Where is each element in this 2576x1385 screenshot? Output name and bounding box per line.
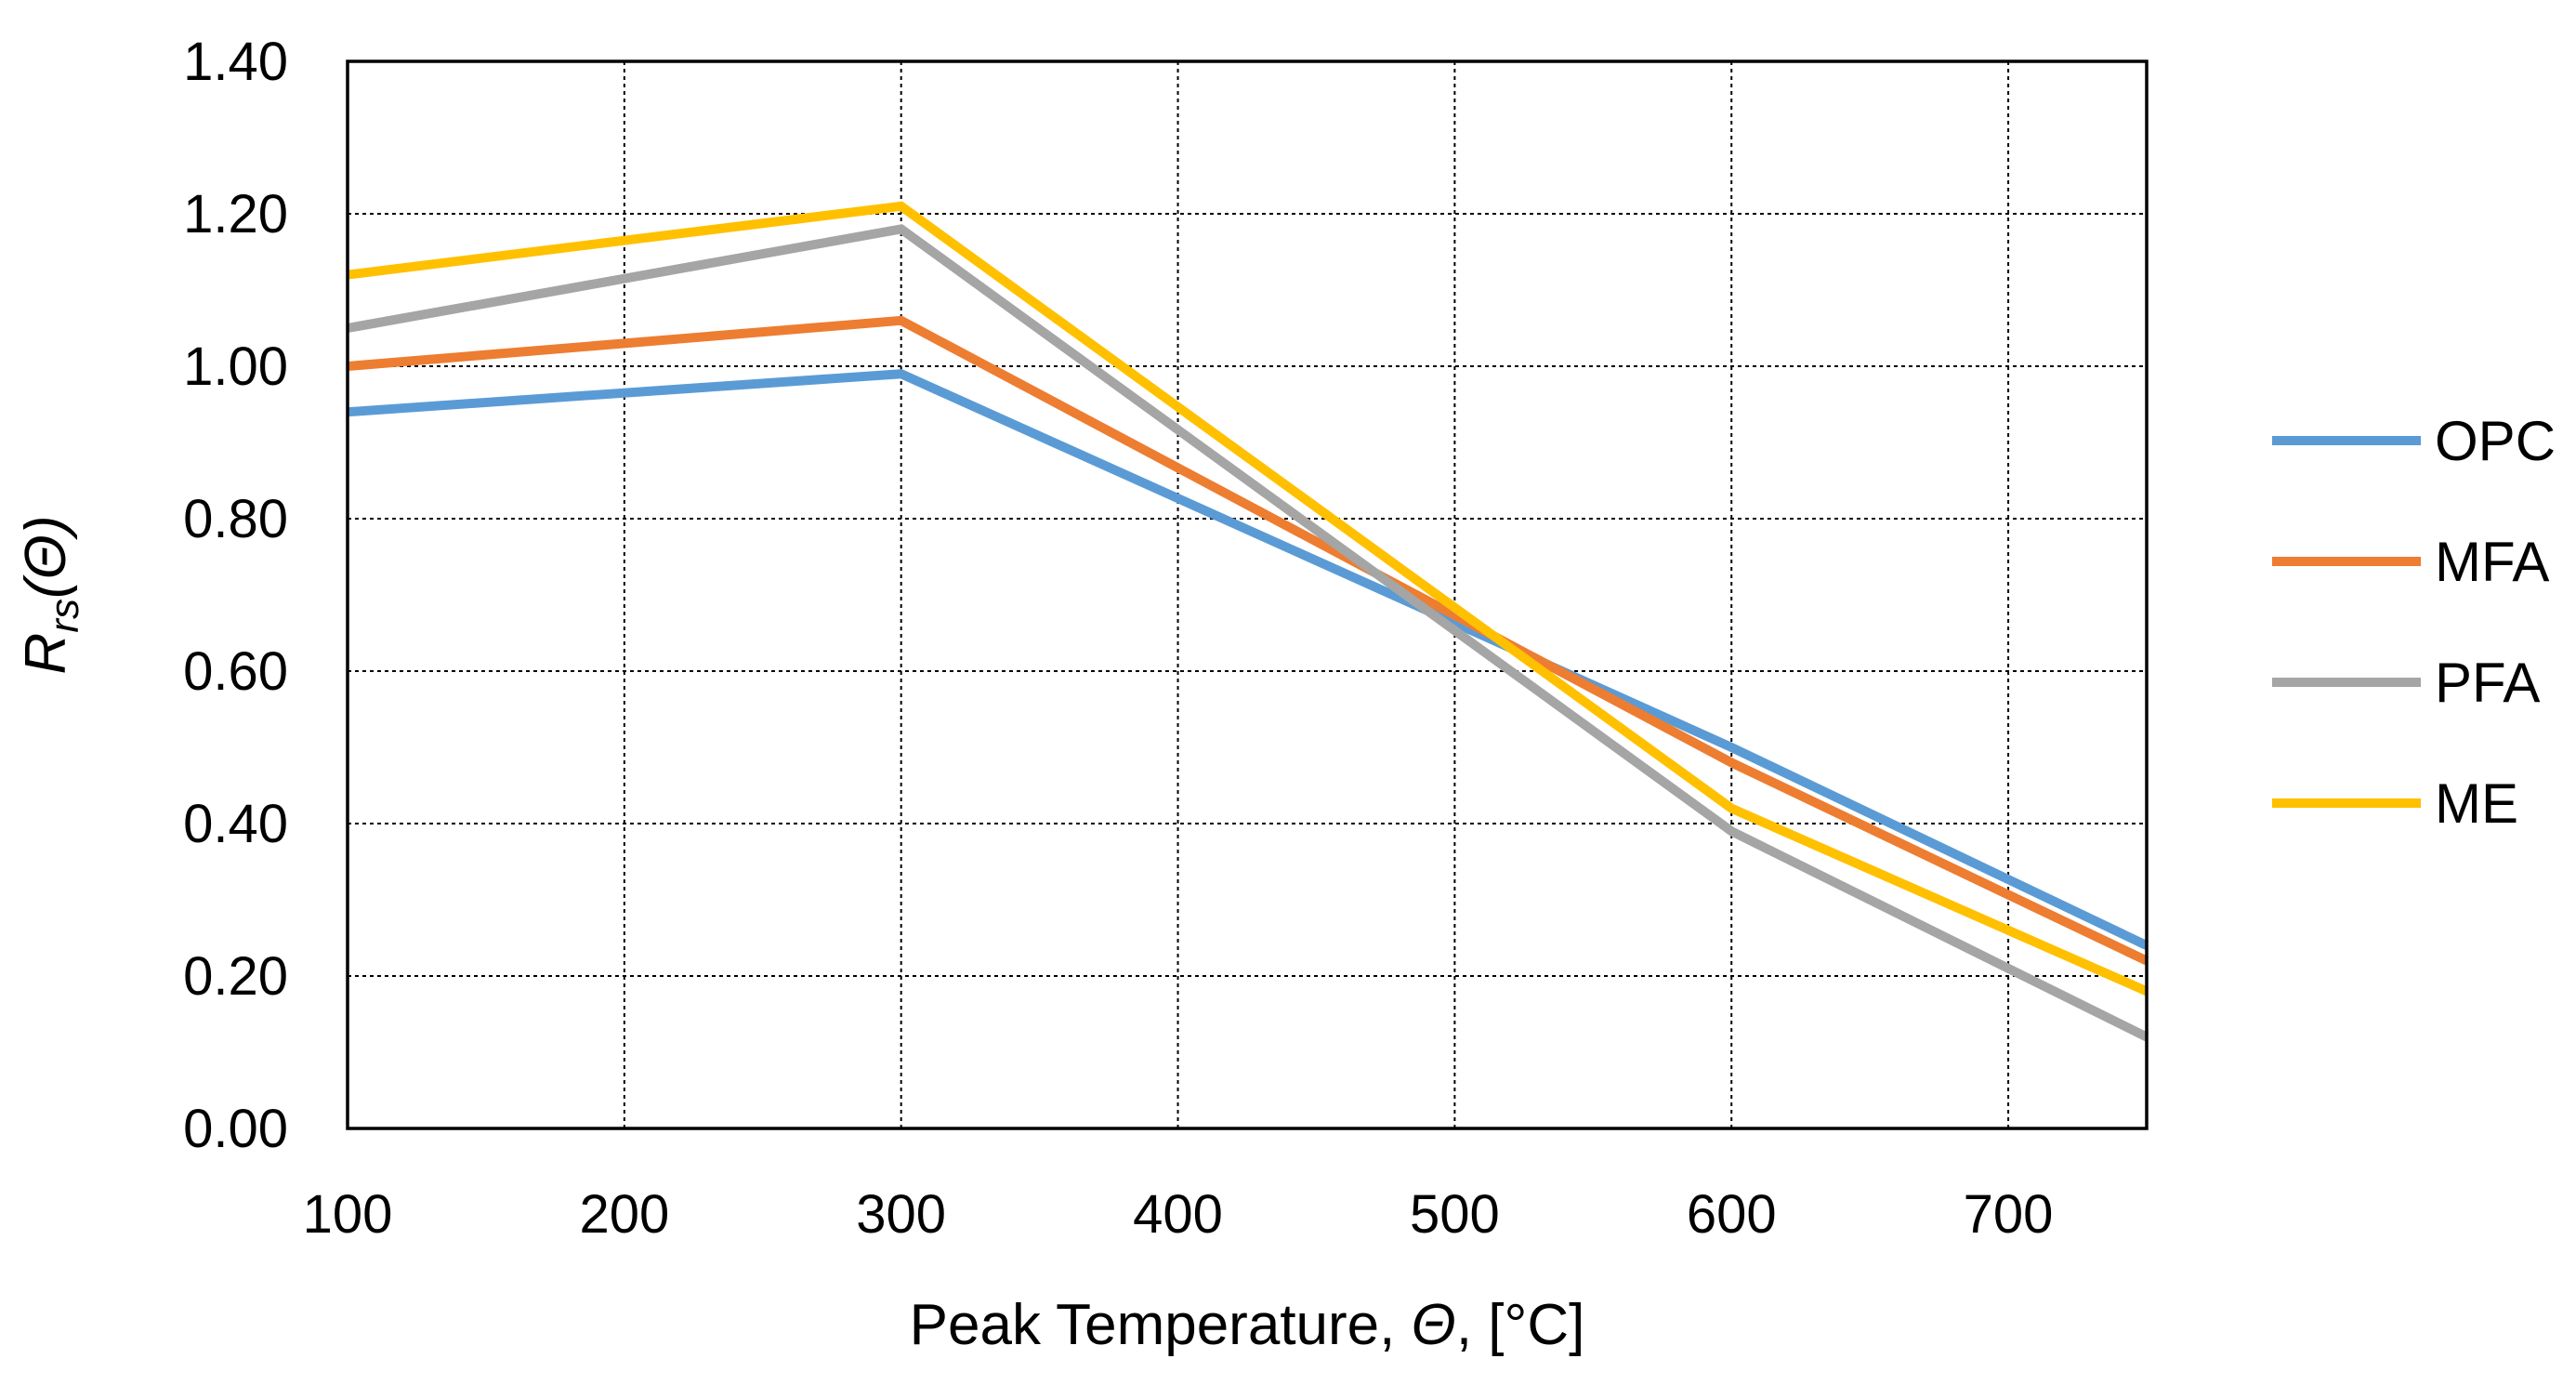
x-tick-label: 200 <box>579 1184 669 1245</box>
grid <box>348 61 2147 1128</box>
x-tick-label: 500 <box>1410 1184 1500 1245</box>
y-tick-label: 1.20 <box>183 184 288 244</box>
y-tick-label: 1.00 <box>183 336 288 397</box>
y-axis-title-subscript: rs <box>42 599 87 633</box>
x-axis-title-symbol: Θ <box>1412 1293 1456 1357</box>
series-line-pfa <box>347 224 2149 1042</box>
legend-item-mfa: MFA <box>2272 531 2549 593</box>
series-line-mfa <box>347 315 2149 966</box>
series-lines <box>347 201 2149 1042</box>
legend-item-me: ME <box>2272 772 2518 835</box>
legend-item-opc: OPC <box>2272 410 2556 472</box>
y-tick-label: 0.00 <box>183 1099 288 1159</box>
x-tick-label: 400 <box>1133 1184 1223 1245</box>
y-tick-label: 0.80 <box>183 489 288 549</box>
legend-label: ME <box>2435 772 2518 835</box>
series-line-opc <box>347 369 2149 950</box>
y-axis-title-argument: (Θ) <box>14 516 78 600</box>
x-axis-title: Peak Temperature, Θ, [°C] <box>910 1293 1585 1357</box>
x-tick-label: 600 <box>1687 1184 1777 1245</box>
y-axis-title-symbol: R <box>14 633 78 675</box>
y-tick-label: 0.20 <box>183 946 288 1007</box>
legend-label: PFA <box>2435 652 2540 714</box>
x-tick-label: 100 <box>303 1184 393 1245</box>
x-axis-title-unit: , [°C] <box>1456 1293 1584 1357</box>
legend-label: MFA <box>2435 531 2549 593</box>
y-tick-label: 0.60 <box>183 641 288 702</box>
x-tick-label: 300 <box>856 1184 946 1245</box>
plot-area-frame <box>346 59 2149 1130</box>
y-tick-label: 1.40 <box>183 32 288 92</box>
x-axis-title-text: Peak Temperature, <box>910 1293 1412 1357</box>
y-axis-title: Rrs(Θ) <box>14 516 87 675</box>
x-axis-tick-labels: 100 200 300 400 500 600 700 <box>303 1184 2054 1245</box>
y-axis-tick-labels: 0.00 0.20 0.40 0.60 0.80 1.00 1.20 1.40 <box>183 32 288 1159</box>
legend: OPC MFA PFA ME <box>2272 410 2556 835</box>
series-line-me <box>347 201 2149 996</box>
legend-label: OPC <box>2435 410 2556 472</box>
x-tick-label: 700 <box>1964 1184 2054 1245</box>
legend-item-pfa: PFA <box>2272 652 2540 714</box>
y-tick-label: 0.40 <box>183 794 288 854</box>
